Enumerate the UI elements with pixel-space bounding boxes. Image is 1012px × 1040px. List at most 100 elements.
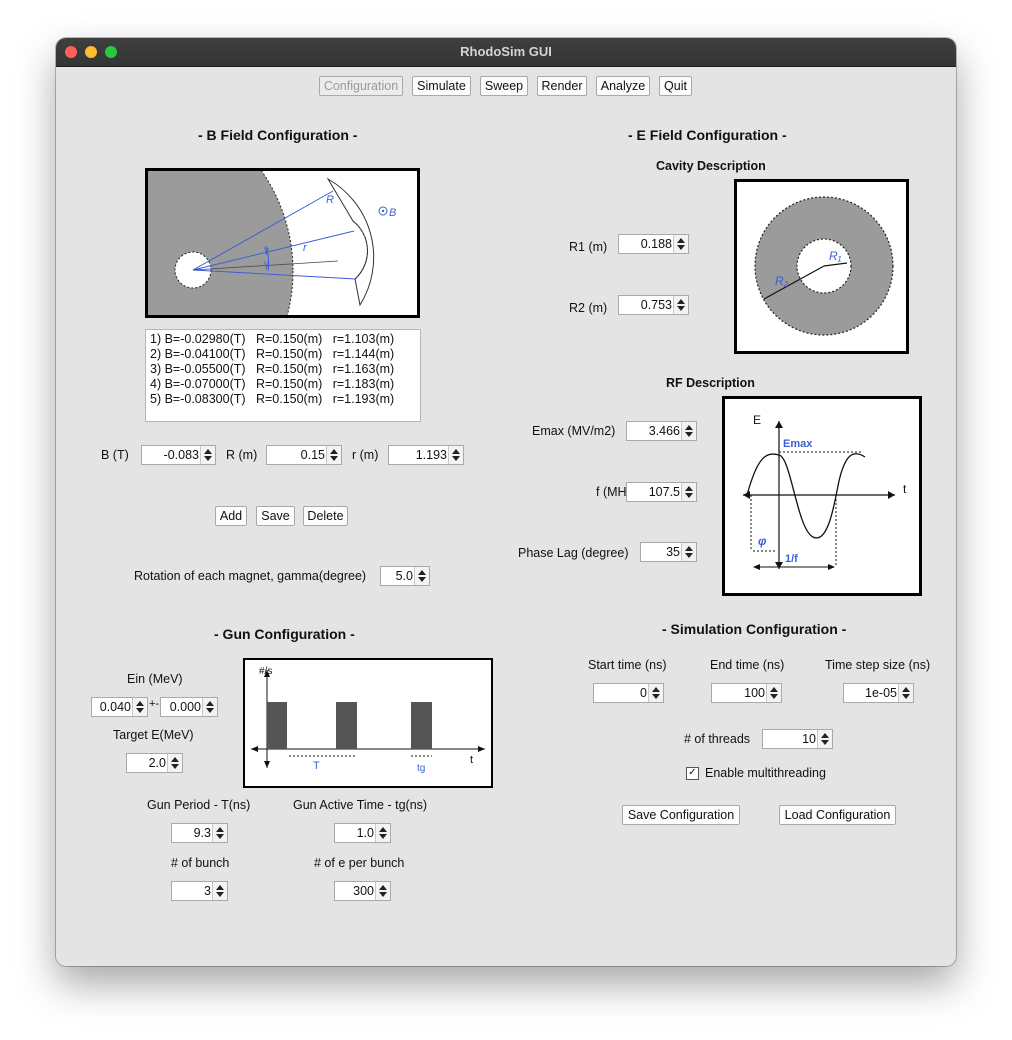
gun-period-value: 9.3 <box>193 826 211 840</box>
start-time-spinbox[interactable]: 0 <box>593 683 664 703</box>
spin-arrows-icon[interactable] <box>673 235 688 253</box>
r-label: r (m) <box>352 448 379 462</box>
configuration-tab-button[interactable]: Configuration <box>319 76 403 96</box>
spin-arrows-icon[interactable] <box>648 684 663 702</box>
f-spinbox[interactable]: 107.5 <box>626 482 697 502</box>
efield-section-title: - E Field Configuration - <box>628 127 787 143</box>
spin-arrows-icon[interactable] <box>167 754 182 772</box>
svg-text:B: B <box>389 207 396 219</box>
end-time-spinbox[interactable]: 100 <box>711 683 782 703</box>
spin-arrows-icon[interactable] <box>898 684 913 702</box>
spin-arrows-icon[interactable] <box>448 446 463 464</box>
svg-text:T: T <box>313 760 320 772</box>
gun-pulse-drawing: #/s t T tg <box>251 666 485 774</box>
spin-arrows-icon[interactable] <box>681 543 696 561</box>
threads-value: 10 <box>802 732 816 746</box>
list-item[interactable]: 5) B=-0.08300(T) R=0.150(m) r=1.193(m) <box>150 392 395 406</box>
svg-text:t: t <box>470 754 473 766</box>
app-window: RhodoSim GUI Configuration Simulate Swee… <box>56 38 956 966</box>
bunch-label: # of bunch <box>171 856 230 870</box>
spin-arrows-icon[interactable] <box>375 824 390 842</box>
R-value: 0.15 <box>300 448 325 462</box>
start-time-label: Start time (ns) <box>588 658 667 672</box>
rotation-label: Rotation of each magnet, gamma(degree) <box>134 569 367 583</box>
ein-spread-value: 0.000 <box>169 700 201 714</box>
threads-spinbox[interactable]: 10 <box>762 729 833 749</box>
spin-arrows-icon[interactable] <box>766 684 781 702</box>
minimize-window-button[interactable] <box>85 46 97 58</box>
svg-text:φ: φ <box>758 534 767 548</box>
b-value: -0.083 <box>163 448 199 462</box>
save-button[interactable]: Save <box>256 506 295 526</box>
emax-label: Emax (MV/m2) <box>532 424 616 438</box>
multithreading-checkbox[interactable]: ✓ <box>686 767 699 780</box>
quit-button[interactable]: Quit <box>659 76 692 96</box>
end-time-value: 100 <box>744 686 765 700</box>
spin-arrows-icon[interactable] <box>681 483 696 501</box>
r2-spinbox[interactable]: 0.753 <box>618 295 689 315</box>
list-item[interactable]: 2) B=-0.04100(T) R=0.150(m) r=1.144(m) <box>150 347 395 361</box>
e-per-bunch-spinbox[interactable]: 300 <box>334 881 391 901</box>
r2-value: 0.753 <box>640 298 672 312</box>
gun-active-time-spinbox[interactable]: 1.0 <box>334 823 391 843</box>
delete-button[interactable]: Delete <box>303 506 348 526</box>
simulate-button[interactable]: Simulate <box>412 76 471 96</box>
rf-waveform-drawing: E t Emax φ 1/f <box>743 413 907 570</box>
spin-arrows-icon[interactable] <box>375 882 390 900</box>
spin-arrows-icon[interactable] <box>681 422 696 440</box>
save-configuration-button[interactable]: Save Configuration <box>622 805 740 825</box>
load-configuration-button[interactable]: Load Configuration <box>779 805 896 825</box>
b-value-spinbox[interactable]: -0.083 <box>141 445 216 465</box>
spin-arrows-icon[interactable] <box>414 567 429 585</box>
ein-spinbox[interactable]: 0.040 <box>91 697 148 717</box>
end-time-label: End time (ns) <box>710 658 785 672</box>
phase-lag-spinbox[interactable]: 35 <box>640 542 697 562</box>
gun-active-time-value: 1.0 <box>356 826 374 840</box>
spin-arrows-icon[interactable] <box>673 296 688 314</box>
r-value-spinbox[interactable]: 1.193 <box>388 445 464 465</box>
spin-arrows-icon[interactable] <box>202 698 217 716</box>
target-e-spinbox[interactable]: 2.0 <box>126 753 183 773</box>
rf-description-title: RF Description <box>666 376 755 390</box>
close-window-button[interactable] <box>65 46 77 58</box>
R-value-spinbox[interactable]: 0.15 <box>266 445 342 465</box>
spin-arrows-icon[interactable] <box>200 446 215 464</box>
add-button[interactable]: Add <box>215 506 247 526</box>
svg-text:1/f: 1/f <box>785 553 798 565</box>
rotation-value: 5.0 <box>395 569 413 583</box>
svg-text:#/s: #/s <box>259 666 272 677</box>
list-item[interactable]: 4) B=-0.07000(T) R=0.150(m) r=1.183(m) <box>150 377 395 391</box>
sweep-button[interactable]: Sweep <box>480 76 528 96</box>
bunch-value: 3 <box>204 884 211 898</box>
ein-value: 0.040 <box>99 700 131 714</box>
svg-text:E: E <box>753 413 761 427</box>
spin-arrows-icon[interactable] <box>132 698 147 716</box>
bunch-spinbox[interactable]: 3 <box>171 881 228 901</box>
gun-period-spinbox[interactable]: 9.3 <box>171 823 228 843</box>
start-time-value: 0 <box>640 686 647 700</box>
time-step-value: 1e-05 <box>865 686 897 700</box>
time-step-spinbox[interactable]: 1e-05 <box>843 683 914 703</box>
zoom-window-button[interactable] <box>105 46 117 58</box>
spin-arrows-icon[interactable] <box>212 882 227 900</box>
spin-arrows-icon[interactable] <box>326 446 341 464</box>
magnet-list[interactable]: 1) B=-0.02980(T) R=0.150(m) r=1.103(m) 2… <box>145 329 421 422</box>
r1-spinbox[interactable]: 0.188 <box>618 234 689 254</box>
list-item[interactable]: 1) B=-0.02980(T) R=0.150(m) r=1.103(m) <box>150 332 395 346</box>
magnet-geometry-drawing: R r γ γ B <box>148 171 417 315</box>
gun-section-title: - Gun Configuration - <box>214 626 355 642</box>
e-per-bunch-label: # of e per bunch <box>314 856 405 870</box>
emax-spinbox[interactable]: 3.466 <box>626 421 697 441</box>
title-bar: RhodoSim GUI <box>56 38 956 67</box>
R-label: R (m) <box>226 448 258 462</box>
rotation-spinbox[interactable]: 5.0 <box>380 566 430 586</box>
ein-label: Ein (MeV) <box>127 672 183 686</box>
spin-arrows-icon[interactable] <box>817 730 832 748</box>
svg-text:tg: tg <box>417 763 425 774</box>
analyze-button[interactable]: Analyze <box>596 76 650 96</box>
list-item[interactable]: 3) B=-0.05500(T) R=0.150(m) r=1.163(m) <box>150 362 395 376</box>
ein-spread-spinbox[interactable]: 0.000 <box>160 697 218 717</box>
r1-value: 0.188 <box>640 237 672 251</box>
render-button[interactable]: Render <box>537 76 587 96</box>
spin-arrows-icon[interactable] <box>212 824 227 842</box>
